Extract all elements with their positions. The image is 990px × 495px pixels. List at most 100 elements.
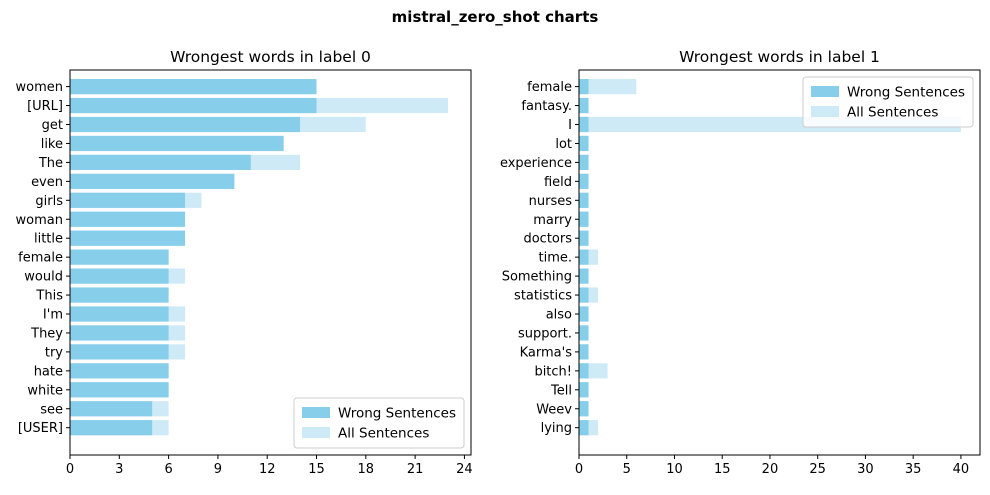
y-tick-label-13: support.	[518, 326, 572, 341]
bar-wrong-2	[70, 116, 301, 133]
x-tick-label-3: 15	[714, 462, 731, 477]
bar-wrong-16	[70, 382, 169, 398]
x-tick-label-8: 40	[953, 462, 970, 477]
legend-box	[293, 397, 465, 449]
y-tick-label-0: women	[16, 80, 64, 95]
y-tick-label-15: hate	[34, 364, 63, 379]
y-tick-label-10: would	[24, 270, 63, 285]
x-tick-label-4: 12	[259, 462, 276, 477]
figure-title: mistral_zero_shot charts	[391, 8, 599, 26]
bar-wrong-8	[70, 230, 186, 246]
y-tick-label-14: Karma's	[520, 345, 573, 360]
chart-panel-1: Wrongest words in label 1 female fantasy. I…	[500, 48, 981, 477]
bar-wrong-10	[70, 268, 169, 284]
y-tick-label-16: white	[27, 383, 63, 398]
x-tick-label-3: 9	[214, 462, 222, 477]
legend-box	[802, 76, 974, 128]
x-tick-label-8: 24	[456, 462, 473, 477]
y-tick-label-12: I'm	[43, 308, 63, 323]
y-tick-label-5: field	[544, 175, 572, 190]
bar-wrong-10	[579, 268, 589, 284]
y-tick-label-14: try	[45, 345, 63, 360]
y-tick-label-13: They	[30, 326, 63, 341]
x-tick-label-1: 3	[115, 462, 123, 477]
bar-wrong-3	[70, 135, 284, 152]
y-tick-label-18: [USER]	[18, 421, 63, 436]
y-tick-label-4: The	[38, 156, 63, 171]
y-tick-label-11: statistics	[514, 289, 572, 304]
bar-wrong-2	[579, 116, 589, 133]
x-tick-label-0: 0	[575, 462, 583, 477]
y-tick-label-9: time.	[538, 251, 572, 266]
y-tick-label-4: experience	[500, 156, 572, 171]
x-tick-label-7: 35	[905, 462, 922, 477]
bar-wrong-18	[579, 420, 589, 436]
x-tick-label-2: 6	[164, 462, 172, 477]
legend-swatch-0	[811, 86, 839, 97]
legend-swatch-0	[302, 407, 330, 418]
x-tick-label-5: 15	[308, 462, 325, 477]
bar-wrong-17	[70, 401, 153, 417]
bar-wrong-3	[579, 135, 589, 152]
bar-wrong-17	[579, 401, 589, 417]
y-tick-label-16: Tell	[550, 383, 572, 398]
y-tick-label-3: like	[41, 137, 63, 152]
bar-wrong-16	[579, 382, 589, 398]
bar-wrong-12	[579, 306, 589, 322]
y-tick-label-1: fantasy.	[521, 99, 572, 114]
bar-wrong-0	[70, 79, 317, 95]
bar-wrong-13	[70, 325, 169, 341]
bar-wrong-7	[70, 211, 186, 227]
bar-wrong-15	[579, 363, 589, 379]
bar-wrong-14	[579, 344, 589, 360]
legend-label-1: All Sentences	[338, 426, 429, 442]
bar-wrong-8	[579, 230, 589, 246]
legend-label-0: Wrong Sentences	[338, 406, 456, 422]
y-tick-label-7: woman	[16, 213, 63, 228]
bar-wrong-4	[579, 154, 589, 170]
bar-wrong-4	[70, 154, 251, 170]
chart-title: Wrongest words in label 1	[679, 48, 880, 66]
bar-wrong-11	[70, 287, 169, 303]
bar-wrong-18	[70, 420, 153, 436]
y-tick-label-15: bitch!	[534, 364, 572, 379]
y-tick-label-18: lying	[541, 421, 572, 436]
bar-wrong-13	[579, 325, 589, 341]
y-tick-label-1: [URL]	[27, 99, 63, 114]
x-tick-label-6: 18	[358, 462, 375, 477]
bar-wrong-15	[70, 363, 169, 379]
x-tick-label-7: 21	[407, 462, 424, 477]
y-tick-label-8: doctors	[523, 232, 572, 247]
y-tick-label-3: lot	[555, 137, 572, 152]
x-tick-label-6: 30	[857, 462, 874, 477]
bar-all-0	[579, 79, 637, 95]
bar-wrong-12	[70, 306, 169, 322]
y-tick-label-6: nurses	[529, 194, 573, 209]
axes-frame	[69, 69, 472, 456]
chart-panel-0: Wrongest words in label 0 women [URL] get li…	[16, 48, 473, 477]
x-tick-label-1: 5	[623, 462, 631, 477]
legend-label-1: All Sentences	[847, 105, 938, 121]
bar-wrong-14	[70, 344, 169, 360]
chart-title: Wrongest words in label 0	[170, 48, 371, 66]
y-tick-label-7: marry	[533, 213, 572, 228]
legend-swatch-1	[811, 106, 839, 117]
axes-frame	[578, 69, 981, 456]
y-tick-label-11: This	[35, 289, 63, 304]
y-tick-label-0: female	[527, 80, 572, 95]
x-tick-label-4: 20	[762, 462, 779, 477]
y-tick-label-10: Something	[502, 270, 572, 285]
bar-wrong-5	[70, 173, 235, 189]
bar-wrong-6	[70, 192, 186, 208]
y-tick-label-2: I	[568, 118, 572, 133]
y-tick-label-6: girls	[35, 194, 63, 209]
bar-wrong-6	[579, 192, 589, 208]
bar-wrong-0	[579, 79, 589, 95]
legend: Wrong Sentences All Sentences	[293, 397, 465, 449]
bar-wrong-11	[579, 287, 589, 303]
y-tick-label-8: little	[34, 232, 63, 247]
x-tick-label-2: 10	[666, 462, 683, 477]
y-tick-label-12: also	[546, 308, 572, 323]
legend-label-0: Wrong Sentences	[847, 85, 965, 101]
